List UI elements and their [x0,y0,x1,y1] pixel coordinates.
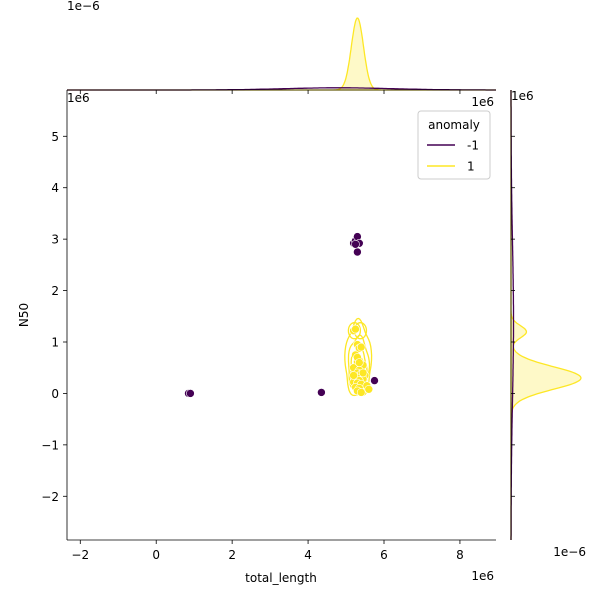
scatter-point [370,376,379,385]
x-axis-ticks: −2 0 2 4 6 8 [71,90,464,562]
scatter-point [351,324,360,334]
x-tick-label: 8 [456,548,464,562]
scatter-point [356,342,366,352]
y-tick-label: 2 [51,284,59,298]
x-tick-label: −2 [71,548,89,562]
scatter-point [353,247,362,257]
x-tick-label: 0 [152,548,160,562]
scatter-point [351,240,360,249]
scatter-point [349,371,358,380]
scatter-point [317,388,326,397]
x-tick-label: 2 [228,548,236,562]
legend: anomaly -1 1 [417,110,491,180]
scatter-point [364,384,374,394]
x-axis-label: total_length [245,571,317,585]
scatter-point [186,389,195,398]
scatter-point [358,368,368,378]
x-tick-label: 4 [304,548,312,562]
right-marginal-kde-1 [510,90,582,540]
top-marginal-kde-1 [67,17,496,91]
y-offset-label: 1e6 [67,91,90,105]
y-tick-label: 3 [51,233,59,247]
legend-label-0: -1 [467,139,479,153]
y-tick-label: 1 [51,336,59,350]
scatter-points [184,232,379,398]
legend-label-1: 1 [467,160,475,174]
right-marginal-offset-label: 1e6 [511,89,534,103]
top-marginal-right-offset-label: 1e6 [471,95,494,109]
legend-title: anomaly [428,118,480,132]
x-tick-label: 6 [380,548,388,562]
y-axis-ticks: −2 −1 0 1 2 3 4 5 [41,130,515,504]
y-tick-label: 4 [51,181,59,195]
kde-contour-lobe [347,322,362,340]
x-offset-label: 1e6 [471,569,494,583]
y-axis-label: N50 [17,303,31,327]
top-marginal-offset-label: 1e−6 [67,0,100,13]
scatter-point [354,358,364,367]
scatter-point [356,388,366,397]
marginal-distributions [67,17,582,540]
y-tick-label: −2 [41,490,59,504]
y-tick-label: 0 [51,387,59,401]
right-marginal-bottom-offset-label: 1e−6 [553,545,586,559]
y-tick-label: −1 [41,438,59,452]
y-tick-label: 5 [51,130,59,144]
